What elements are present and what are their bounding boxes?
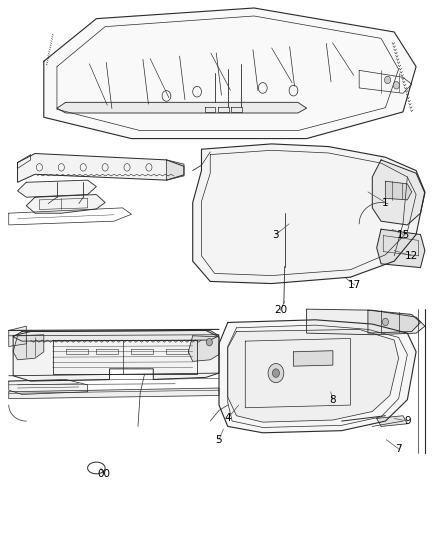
Circle shape: [382, 318, 389, 326]
Polygon shape: [368, 310, 420, 333]
Polygon shape: [293, 351, 333, 366]
Polygon shape: [193, 144, 425, 284]
Text: 7: 7: [395, 444, 402, 454]
Polygon shape: [57, 102, 307, 113]
Polygon shape: [13, 330, 219, 341]
Polygon shape: [26, 195, 105, 213]
Polygon shape: [13, 330, 219, 381]
Text: 1: 1: [382, 198, 389, 207]
Polygon shape: [9, 388, 219, 399]
Text: 20: 20: [274, 305, 287, 315]
Polygon shape: [307, 309, 425, 335]
Circle shape: [385, 76, 391, 84]
Polygon shape: [166, 160, 184, 180]
Polygon shape: [219, 320, 416, 433]
Text: 12: 12: [405, 251, 418, 261]
Text: 4: 4: [224, 414, 231, 423]
Text: 17: 17: [348, 280, 361, 290]
Text: 8: 8: [329, 395, 336, 405]
Polygon shape: [385, 181, 412, 200]
Polygon shape: [377, 416, 407, 426]
Polygon shape: [9, 326, 26, 346]
Polygon shape: [372, 160, 425, 225]
Polygon shape: [228, 329, 399, 422]
Circle shape: [393, 82, 399, 89]
Circle shape: [272, 369, 279, 377]
Polygon shape: [18, 154, 184, 182]
Circle shape: [268, 364, 284, 383]
Polygon shape: [9, 379, 88, 394]
Circle shape: [206, 338, 212, 346]
Polygon shape: [44, 8, 416, 139]
Text: 5: 5: [215, 435, 223, 445]
Polygon shape: [188, 336, 219, 361]
Polygon shape: [18, 180, 96, 197]
Text: 9: 9: [404, 416, 411, 426]
Polygon shape: [13, 335, 44, 360]
Text: 3: 3: [272, 230, 279, 239]
Text: 00: 00: [98, 470, 111, 479]
Polygon shape: [377, 229, 425, 268]
Text: 15: 15: [396, 230, 410, 239]
